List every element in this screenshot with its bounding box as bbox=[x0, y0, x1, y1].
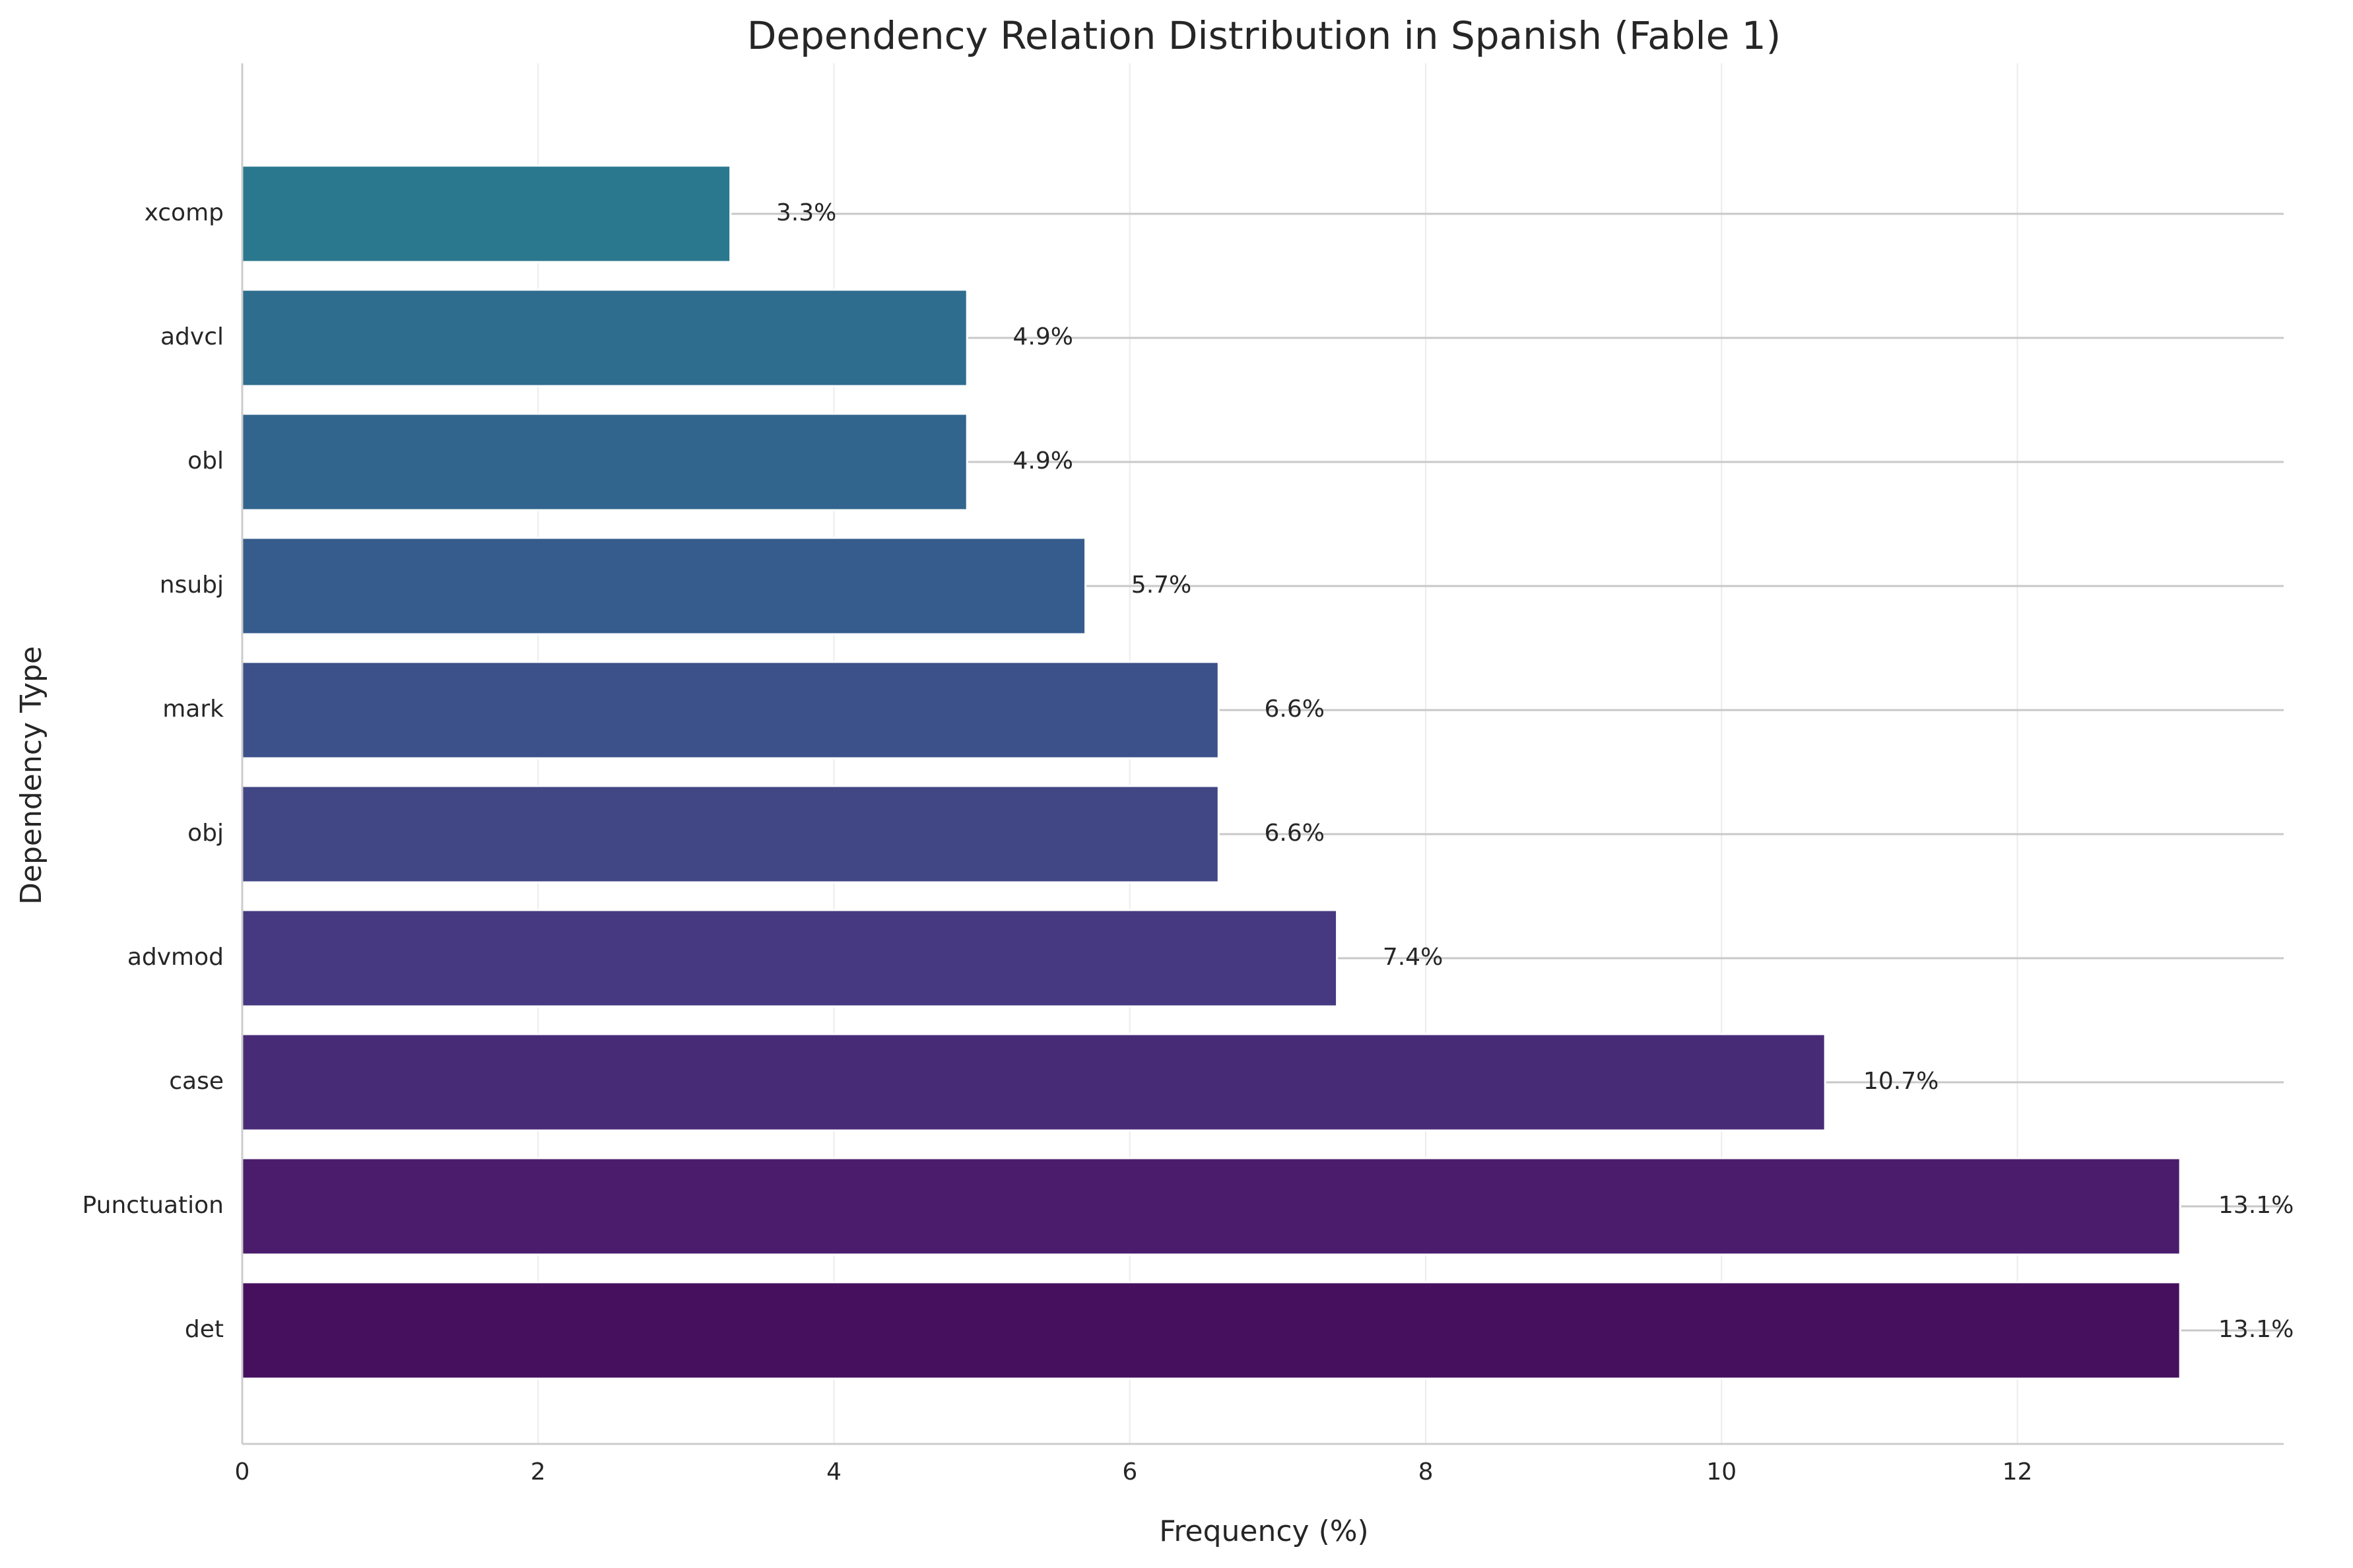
y-tick-label-advcl: advcl bbox=[160, 323, 224, 350]
y-tick-label-obl: obl bbox=[187, 447, 224, 474]
y-tick-label-mark: mark bbox=[162, 696, 224, 723]
data-label-advcl: 4.9% bbox=[1013, 323, 1073, 350]
axes bbox=[241, 63, 2284, 1445]
y-tick-label-obj: obj bbox=[187, 820, 224, 847]
chart-title: Dependency Relation Distribution in Span… bbox=[747, 13, 1781, 58]
bar-xcomp bbox=[241, 164, 732, 263]
y-tick-label-det: det bbox=[185, 1316, 224, 1343]
y-tick-label-xcomp: xcomp bbox=[145, 199, 224, 226]
bars bbox=[241, 164, 2181, 1380]
y-tick-label-case: case bbox=[169, 1068, 224, 1095]
bar-advmod bbox=[241, 909, 1339, 1008]
data-label-mark: 6.6% bbox=[1265, 696, 1325, 723]
x-axis-label: Frequency (%) bbox=[1159, 1515, 1368, 1548]
data-label-obl: 4.9% bbox=[1013, 447, 1073, 474]
data-label-advmod: 7.4% bbox=[1383, 944, 1443, 971]
bar-nsubj bbox=[241, 537, 1087, 636]
x-tick-label-1: 2 bbox=[531, 1458, 546, 1486]
bar-obl bbox=[241, 412, 968, 511]
y-axis-label: Dependency Type bbox=[15, 646, 48, 905]
data-label-punctuation: 13.1% bbox=[2218, 1192, 2294, 1219]
x-tick-label-5: 10 bbox=[1706, 1458, 1737, 1486]
data-label-det: 13.1% bbox=[2218, 1316, 2294, 1343]
data-label-xcomp: 3.3% bbox=[776, 199, 836, 226]
data-label-obj: 6.6% bbox=[1265, 820, 1325, 847]
y-tick-label-advmod: advmod bbox=[127, 944, 224, 971]
data-label-nsubj: 5.7% bbox=[1131, 572, 1191, 599]
x-tick-label-0: 0 bbox=[235, 1458, 250, 1486]
x-tick-label-6: 12 bbox=[2003, 1458, 2033, 1486]
y-tick-label-nsubj: nsubj bbox=[160, 572, 224, 599]
x-tick-label-3: 6 bbox=[1122, 1458, 1137, 1486]
labels: 0 2 4 6 8 10 12 det 13.1% Punctuation 13.1% case 10.… bbox=[83, 199, 2294, 1486]
bar-mark bbox=[241, 661, 1220, 760]
bar-punctuation bbox=[241, 1157, 2181, 1256]
y-tick-label-punctuation: Punctuation bbox=[83, 1192, 224, 1219]
bar-case bbox=[241, 1033, 1826, 1132]
x-tick-label-4: 8 bbox=[1418, 1458, 1434, 1486]
x-tick-label-2: 4 bbox=[826, 1458, 842, 1486]
data-label-case: 10.7% bbox=[1863, 1068, 1939, 1095]
bar-det bbox=[241, 1281, 2181, 1380]
bar-advcl bbox=[241, 288, 968, 387]
bar-obj bbox=[241, 785, 1220, 884]
